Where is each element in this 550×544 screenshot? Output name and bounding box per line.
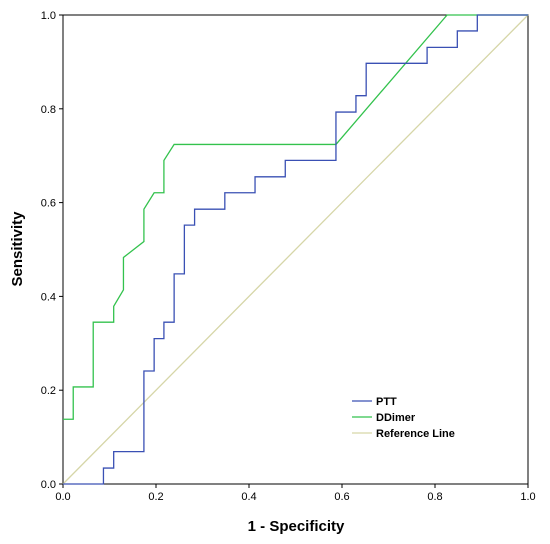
y-tick-label: 0.6	[41, 198, 56, 210]
x-tick-label: 0.2	[148, 491, 163, 503]
series-line-reference-line	[62, 14, 529, 485]
y-tick-label: 0.4	[41, 291, 56, 303]
x-tick-label: 0.4	[241, 491, 256, 503]
y-axis-title: Sensitivity	[9, 211, 26, 287]
series-layer	[62, 14, 529, 485]
series-line-ptt	[63, 14, 528, 485]
x-tick-label: 0.0	[55, 491, 70, 503]
x-tick-label: 0.8	[427, 491, 442, 503]
y-tick-label: 0.2	[41, 385, 56, 397]
series-line-ddimer	[63, 14, 528, 420]
y-tick-label: 0.8	[41, 104, 56, 116]
legend-label-ptt: PTT	[376, 396, 397, 408]
legend: PTT DDimer Reference Line	[352, 396, 455, 440]
y-tick-label: 0.0	[41, 479, 56, 491]
axis-ticks: 0.0 0.2 0.4 0.6 0.8 1.0 0.0 0.2 0.4 0.6 0.8 1.0	[41, 10, 536, 503]
y-tick-label: 1.0	[41, 10, 56, 22]
x-axis-title: 1 - Specificity	[248, 518, 345, 535]
legend-label-ddimer: DDimer	[376, 412, 416, 424]
legend-label-reference: Reference Line	[376, 428, 455, 440]
x-tick-label: 0.6	[334, 491, 349, 503]
x-tick-label: 1.0	[520, 491, 535, 503]
